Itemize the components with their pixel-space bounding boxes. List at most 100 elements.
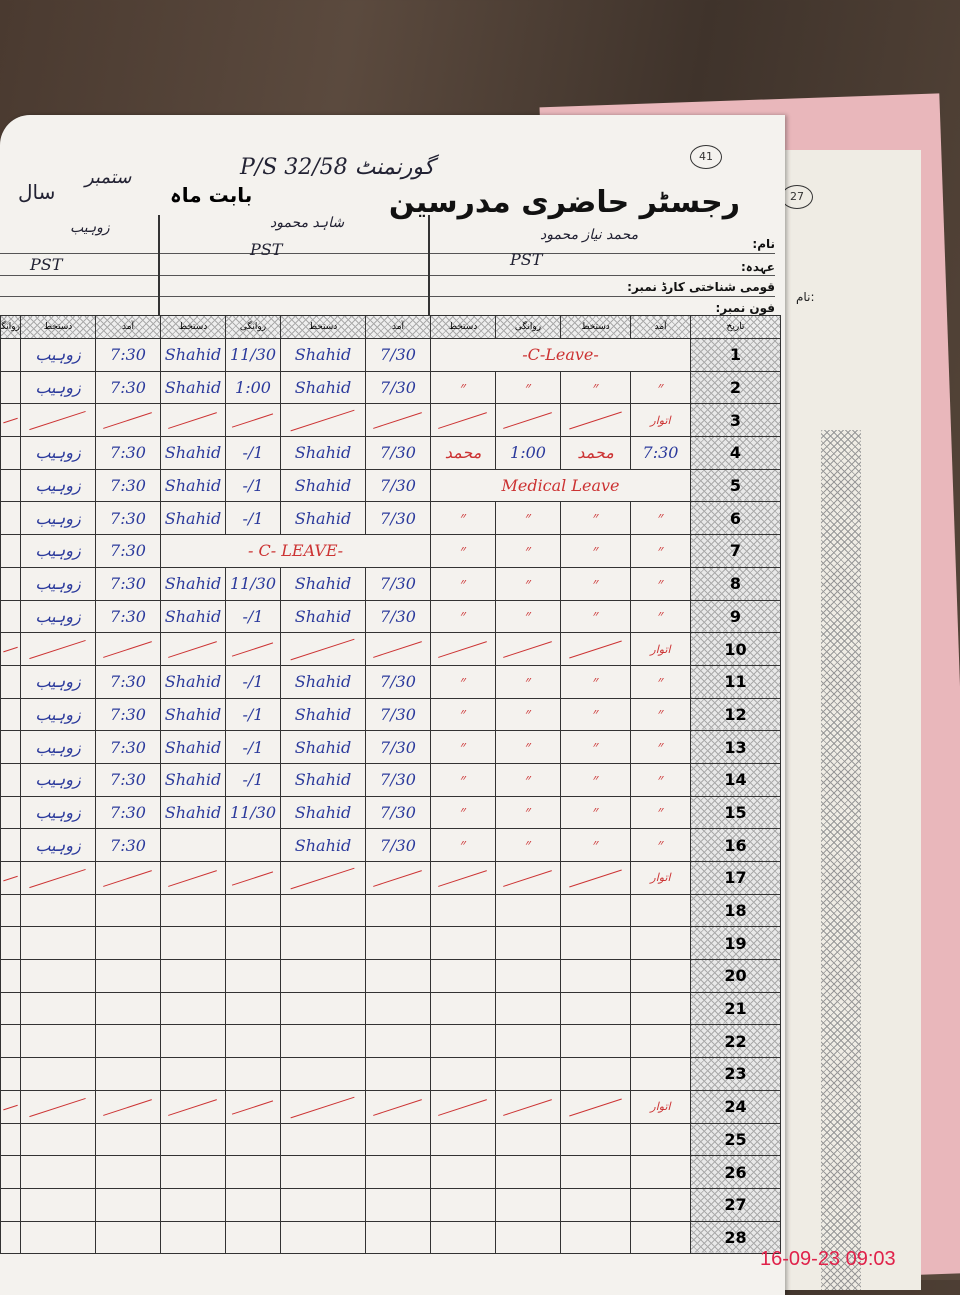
t1-cell: ״: [495, 566, 561, 601]
sunday-slash: [160, 1089, 226, 1124]
sunday-slash: [365, 632, 431, 666]
t3-cell: [20, 959, 96, 993]
t2-cell: 7/30: [365, 338, 431, 372]
t2-cell: [365, 1122, 431, 1157]
t1-cell: [630, 991, 691, 1026]
t2-cell: Shahid: [160, 730, 226, 764]
t3-cell: [0, 1024, 21, 1059]
table-row: 26: [0, 1155, 781, 1189]
t3-cell: [95, 1057, 161, 1091]
t2-cell: 7/30: [365, 436, 431, 470]
t2-cell: [160, 1057, 226, 1091]
t2-cell: [365, 1187, 431, 1222]
t3-cell: [0, 1122, 21, 1157]
t1-cell: [630, 1187, 691, 1222]
date-cell: 15: [690, 795, 781, 830]
date-cell: 21: [690, 991, 781, 1026]
t2-cell: 1/-: [225, 762, 281, 797]
teacher-2-name: شاہد محمود: [270, 215, 345, 231]
t2-cell: 7/30: [365, 599, 431, 634]
t2-cell: [365, 1155, 431, 1189]
table-row: 4 7:30 محمد 1:00 محمد 7/30 Shahid 1/- Shahid 7:30…: [0, 436, 781, 470]
cnic-label: قومی شناختی کارڈ نمبر:: [627, 280, 775, 294]
t1-cell: [430, 893, 496, 928]
t1-cell: [430, 1122, 496, 1157]
t1-cell: [630, 926, 691, 961]
date-cell: 11: [690, 664, 781, 699]
t3-cell: 7:30: [95, 664, 161, 699]
t3-cell: 7:30: [95, 436, 161, 470]
t1-cell: [430, 959, 496, 993]
t2-cell: 1/-: [225, 468, 281, 503]
date-cell: 1: [690, 338, 781, 372]
t3-cell: 7:30: [95, 599, 161, 634]
date-cell: 22: [690, 1024, 781, 1059]
t1-cell: [430, 1057, 496, 1091]
t1-cell: [430, 1155, 496, 1189]
sunday-slash: [430, 861, 496, 895]
t2-cell: [160, 959, 226, 993]
sunday-label: اتوار: [630, 1089, 691, 1124]
sunday-slash: [20, 861, 96, 895]
t1-cell: [495, 1187, 561, 1222]
t1-cell: ״: [495, 828, 561, 862]
t2-cell: Shahid: [280, 370, 366, 405]
t2-cell: [225, 1155, 281, 1189]
table-row: 19: [0, 926, 781, 961]
t1-cell: ״: [495, 370, 561, 405]
t1-cell: [630, 959, 691, 993]
table-row: 8 ״ ״ ״ ״ 7/30 Shahid 11/30 Shahid 7:30 زوہیب: [0, 566, 781, 601]
t1-cell: ״: [430, 762, 496, 797]
column-header-departure: روانگی: [225, 315, 281, 339]
t2-cell: 11/30: [225, 566, 281, 601]
sunday-slash: [20, 632, 96, 666]
t1-cell: [495, 1220, 561, 1255]
t3-cell: 7:30: [95, 566, 161, 601]
sunday-slash: [225, 403, 281, 438]
t2-cell: [365, 1024, 431, 1059]
column-header-signature: دستخط: [280, 315, 366, 339]
t1-cell: ״: [430, 730, 496, 764]
t1-cell: [560, 893, 631, 928]
t3-cell: [95, 1220, 161, 1255]
t2-cell: [280, 1024, 366, 1059]
column-header-arrival: آمد: [630, 315, 691, 339]
t1-cell: [495, 959, 561, 993]
t3-cell: [95, 1187, 161, 1222]
t3-cell: زوہیب: [20, 534, 96, 568]
t3-cell: 7:30: [95, 828, 161, 862]
t1-cell: ״: [430, 599, 496, 634]
date-cell: 10: [690, 632, 781, 666]
sunday-slash: [0, 403, 21, 438]
t3-cell: [20, 1155, 96, 1189]
month-label: بابت ماہ: [170, 183, 253, 207]
t2-cell: [365, 959, 431, 993]
t2-cell: [225, 1187, 281, 1222]
sunday-label: اتوار: [630, 403, 691, 438]
t2-leave-note: -C- LEAVE -: [160, 534, 431, 568]
sunday-slash: [365, 861, 431, 895]
t1-cell: ״: [630, 730, 691, 764]
sunday-slash: [0, 1089, 21, 1124]
t3-cell: [0, 795, 21, 830]
t3-cell: [0, 534, 21, 568]
t1-cell: ״: [630, 501, 691, 536]
table-row: 28: [0, 1220, 781, 1255]
t3-cell: [0, 468, 21, 503]
t3-cell: زوہیب: [20, 566, 96, 601]
t2-cell: [280, 991, 366, 1026]
date-cell: 13: [690, 730, 781, 764]
t1-cell: ״: [430, 828, 496, 862]
t3-cell: [0, 436, 21, 470]
date-cell: 2: [690, 370, 781, 405]
divider: [0, 253, 775, 254]
t3-cell: 7:30: [95, 370, 161, 405]
sunday-slash: [225, 1089, 281, 1124]
sunday-slash: [560, 1089, 631, 1124]
t1-cell: ״: [495, 599, 561, 634]
t1-cell: ״: [560, 697, 631, 732]
t1-cell: [560, 1024, 631, 1059]
t3-cell: زوہیب: [20, 795, 96, 830]
t3-cell: 7:30: [95, 795, 161, 830]
t2-cell: Shahid: [160, 468, 226, 503]
